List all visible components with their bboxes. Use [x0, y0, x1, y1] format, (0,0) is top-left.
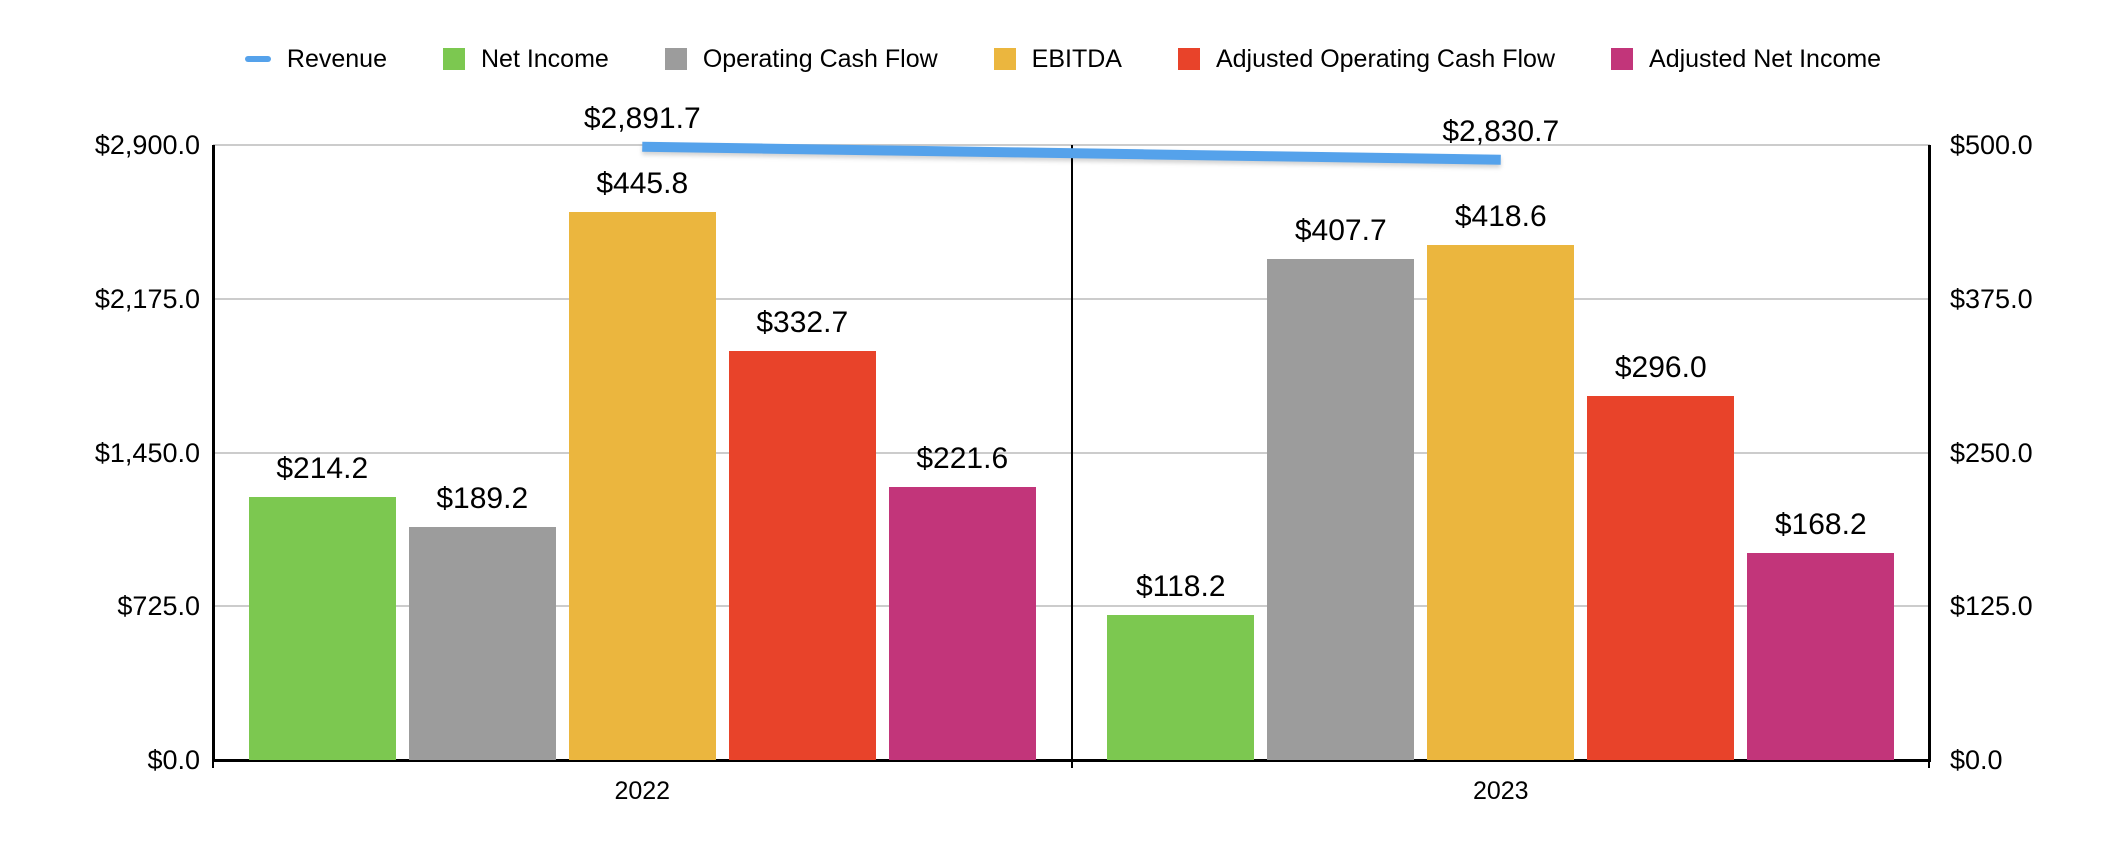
bar-operating-cash-flow: [408, 527, 556, 760]
bar-value-label: $407.7: [1294, 213, 1387, 247]
group-divider-line: [1070, 145, 1073, 760]
bar-net-income: [248, 496, 396, 760]
legend-item-adjusted-net-income: Adjusted Net Income: [1611, 44, 1881, 74]
legend-item-ebitda: EBITDA: [993, 44, 1122, 74]
legend-color-swatch-icon: [1177, 48, 1200, 70]
category-axis-label: 2022: [614, 777, 671, 805]
axis-tick-mark: [1928, 760, 1930, 768]
right-axis-tick-label: $125.0: [1950, 591, 2033, 622]
right-axis-tick-label: $375.0: [1950, 283, 2033, 314]
legend-line-swatch-icon: [244, 56, 271, 62]
revenue-point-label: $2,891.7: [583, 101, 701, 135]
legend-color-swatch-icon: [664, 48, 687, 70]
axis-tick-mark: [1070, 760, 1073, 768]
bar-value-label: $296.0: [1614, 350, 1707, 384]
bar-value-label: $332.7: [756, 305, 849, 339]
bar-adjusted-operating-cash-flow: [1587, 395, 1735, 760]
legend-color-swatch-icon: [442, 48, 465, 70]
bar-adjusted-net-income: [888, 487, 1036, 760]
chart-legend: Revenue Net Income Operating Cash Flow EBIT…: [0, 44, 2126, 74]
left-axis-line: [212, 145, 215, 760]
right-axis-tick-label: $250.0: [1950, 437, 2033, 468]
bar-net-income: [1107, 614, 1255, 760]
revenue-point-label: $2,830.7: [1442, 114, 1560, 148]
category-axis-label: 2023: [1472, 777, 1529, 805]
left-axis-tick-label: $2,900.0: [94, 130, 200, 160]
bar-value-label: $118.2: [1135, 569, 1226, 603]
bar-value-label: $221.6: [916, 442, 1009, 476]
revenue-line: [642, 141, 1501, 165]
bar-ebitda: [1427, 245, 1575, 760]
legend-item-revenue: Revenue: [244, 44, 387, 74]
bar-value-label: $214.2: [276, 451, 369, 485]
legend-label: Adjusted Operating Cash Flow: [1215, 45, 1556, 73]
right-axis-line: [1928, 145, 1931, 760]
legend-item-adjusted-operating-cash-flow: Adjusted Operating Cash Flow: [1177, 44, 1556, 74]
left-axis-tick-label: $0.0: [147, 745, 200, 775]
legend-label: Operating Cash Flow: [702, 45, 938, 73]
bar-ebitda: [568, 211, 716, 760]
legend-color-swatch-icon: [1611, 48, 1634, 70]
bar-operating-cash-flow: [1267, 258, 1415, 760]
bar-value-label: $168.2: [1774, 508, 1867, 542]
axis-tick-mark: [212, 760, 214, 768]
right-axis-tick-label: $500.0: [1950, 130, 2033, 160]
bar-value-label: $418.6: [1454, 200, 1547, 234]
left-axis-tick-label: $1,450.0: [94, 437, 200, 468]
left-axis-tick-label: $2,175.0: [94, 283, 200, 314]
bar-value-label: $445.8: [596, 166, 689, 200]
legend-label: Adjusted Net Income: [1649, 45, 1882, 73]
legend-item-operating-cash-flow: Operating Cash Flow: [664, 44, 938, 74]
legend-label: EBITDA: [1031, 45, 1122, 73]
left-axis-tick-label: $725.0: [117, 591, 200, 622]
legend-item-net-income: Net Income: [442, 44, 609, 74]
legend-color-swatch-icon: [993, 48, 1016, 70]
bar-adjusted-net-income: [1747, 553, 1895, 760]
legend-label: Revenue: [286, 45, 387, 73]
bar-value-label: $189.2: [436, 482, 529, 516]
right-axis-tick-label: $0.0: [1950, 745, 2003, 775]
legend-label: Net Income: [480, 45, 609, 73]
bar-adjusted-operating-cash-flow: [728, 350, 876, 760]
